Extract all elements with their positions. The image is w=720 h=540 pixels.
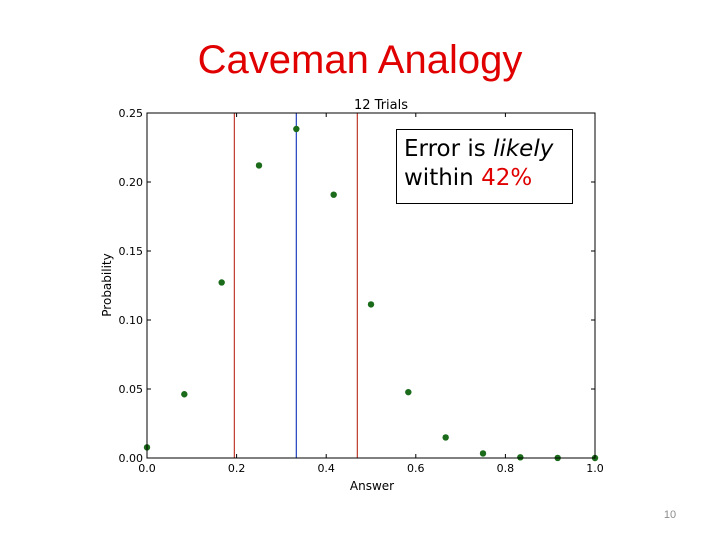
y-tick-label: 0.00 [119,452,144,465]
annotation-text: within [404,165,482,191]
data-point [255,162,263,169]
annotation-percentage: 42% [481,165,533,191]
data-point [479,450,487,457]
chart-title: 12 Trials [354,98,408,113]
x-tick-label: 1.0 [586,462,604,475]
x-tick-label: 0.6 [407,462,425,475]
data-point [442,434,449,441]
y-tick-label: 0.05 [119,383,144,396]
annotation-line-1: Error is likely [404,135,572,164]
slide-title: Caveman Analogy [197,38,523,82]
y-axis-label: Probability [100,253,114,316]
y-tick-label: 0.15 [119,245,144,258]
data-point [181,391,188,398]
data-point [218,279,225,286]
x-tick-label: 0.0 [138,462,156,475]
annotation-emphasis: likely [493,136,554,162]
data-point [330,191,337,198]
x-axis-label: Answer [350,479,394,493]
data-point [405,388,412,396]
annotation-text: Error is [404,136,494,162]
y-tick-label: 0.20 [119,176,144,189]
x-tick-label: 0.4 [317,462,335,475]
x-tick-label: 0.2 [228,462,246,475]
plot-frame [146,112,596,459]
y-tick-label: 0.10 [119,314,144,327]
error-annotation-box: Error is likely within 42% [396,129,573,204]
data-point [367,301,375,308]
y-tick-label: 0.25 [119,107,144,120]
x-tick-label: 0.8 [497,462,515,475]
data-point [517,454,524,461]
annotation-line-2: within 42% [404,164,572,193]
page-number: 10 [663,509,677,521]
data-point [293,125,300,133]
